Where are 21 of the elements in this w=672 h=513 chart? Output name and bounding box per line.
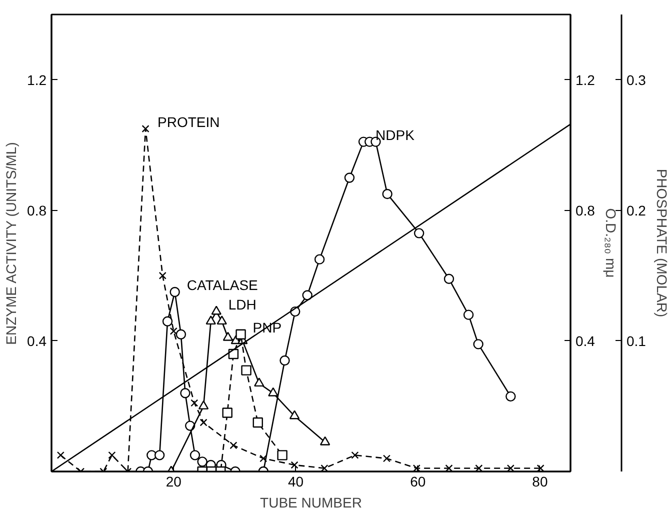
series-label: NDPK: [376, 126, 416, 143]
series-label: PROTEIN: [158, 114, 220, 130]
y-tick-label: 0.4: [27, 332, 47, 349]
series-label: CATALASE: [186, 276, 258, 293]
x-tick-label: 40: [288, 474, 304, 490]
y2-tick-label: 0.4: [576, 332, 596, 349]
x-axis-title: TUBE NUMBER: [260, 494, 362, 510]
y3-tick-label: 0.1: [626, 332, 646, 349]
series-label: LDH: [228, 296, 256, 313]
x-tick-label: 60: [410, 474, 426, 490]
y3-tick-label: 0.3: [626, 72, 646, 88]
x-tick-label: 80: [532, 474, 548, 490]
y3-axis-title: PHOSPHATE (MOLAR): [654, 168, 670, 318]
y2-axis-title: O.D.₂₈₀ mμ: [602, 208, 619, 278]
y-tick-label: 0.8: [27, 202, 47, 218]
x-tick-label: 20: [166, 474, 182, 490]
y-tick-label: 1.2: [27, 72, 47, 88]
y2-tick-label: 1.2: [576, 72, 596, 88]
y-axis-title: ENZYME ACTIVITY (UNITS/ML): [3, 142, 20, 345]
y3-tick-label: 0.2: [626, 202, 646, 218]
y2-tick-label: 0.8: [576, 202, 596, 218]
